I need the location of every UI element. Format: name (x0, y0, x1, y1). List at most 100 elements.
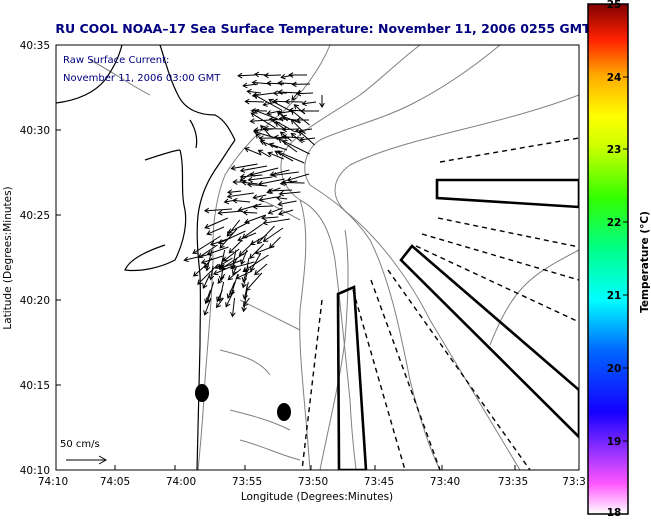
current-vector-arrow (216, 289, 223, 303)
current-vector-arrow (217, 209, 243, 216)
colorbar-tick-label: 20 (607, 363, 622, 375)
coastline (56, 45, 236, 470)
current-vector-arrow (217, 230, 246, 245)
current-vector-arrow (291, 81, 311, 88)
bathymetry-contours (89, 45, 579, 470)
current-vector-arrow (290, 109, 310, 126)
current-vector-arrow (183, 253, 211, 263)
current-vector-arrow (263, 125, 287, 132)
current-vector-arrow (262, 227, 284, 242)
current-vector-arrow (267, 207, 283, 215)
colorbar-label: Temperature (°C) (639, 211, 651, 313)
current-vector-arrow (218, 257, 225, 271)
y-tick-label: 40:10 (20, 465, 50, 477)
current-vector-arrow (237, 72, 256, 79)
current-vector-arrow (252, 203, 273, 210)
current-vector-arrow (253, 94, 282, 111)
current-vector-arrow (208, 265, 215, 281)
current-vector-arrow (206, 226, 225, 236)
y-axis: 40:35 40:30 40:25 40:20 40:15 40:10 Lati… (2, 40, 61, 477)
colorbar-tick-label: 25 (607, 0, 622, 11)
current-vector-arrow (244, 98, 265, 105)
current-vector-arrow (241, 273, 248, 289)
scale-arrow (66, 455, 108, 465)
current-vector-arrow (271, 118, 296, 133)
current-vector-arrow (260, 124, 272, 138)
current-vector-arrow (226, 192, 254, 199)
map-area: Raw Surface Current: November 11, 2006 0… (56, 45, 579, 470)
current-vector-arrow (277, 89, 301, 95)
y-tick-label: 40:15 (20, 380, 50, 392)
current-vector-arrow (277, 209, 294, 216)
x-tick-label: 73:40 (430, 476, 460, 488)
x-tick-label: 73:3 (562, 476, 586, 488)
current-vector-arrow (246, 181, 268, 188)
plot-frame (55, 44, 580, 471)
current-vector-arrow (242, 281, 249, 300)
current-vector-arrow (261, 215, 279, 221)
current-vector-arrow (209, 237, 231, 247)
current-vector-arrow (281, 179, 305, 186)
current-vector-arrow (217, 273, 226, 284)
current-vector-arrow (277, 150, 305, 164)
current-vector-arrow (267, 188, 293, 194)
current-vector-arrow (228, 239, 243, 254)
colorbar-gradient (587, 3, 629, 515)
colorbar-tick-label: 22 (607, 217, 622, 229)
current-vector-arrow (255, 133, 267, 147)
current-vector-arrow (288, 72, 308, 78)
current-vector-arrow (230, 257, 238, 270)
x-tick-label: 74:05 (100, 476, 130, 488)
radar-sector-outlines (336, 178, 579, 470)
current-vector-arrow (244, 214, 266, 224)
current-vector-arrow (231, 265, 238, 276)
current-vector-arrow (268, 142, 288, 151)
current-vector-arrow (277, 200, 297, 207)
current-vector-arrow (262, 218, 290, 226)
current-vector-arrow (291, 89, 301, 101)
current-vector-arrow (225, 289, 235, 308)
y-tick-label: 40:30 (20, 125, 50, 137)
current-vector-arrow (226, 281, 236, 299)
current-vector-arrow (250, 252, 262, 272)
x-tick-label: 73:50 (298, 476, 328, 488)
current-vector-arrow (204, 217, 229, 229)
current-vector-arrow (192, 235, 221, 254)
y-tick-label: 40:35 (20, 40, 50, 52)
current-annotation-line2: November 11, 2006 03:00 GMT (63, 73, 221, 84)
x-axis-label: Longitude (Degrees:Minutes) (241, 491, 393, 503)
current-vector-arrow (239, 165, 268, 173)
current-vector-arrow (212, 266, 231, 276)
surface-current-vectors (183, 71, 325, 318)
scale-label: 50 cm/s (60, 439, 100, 450)
current-vector-arrow (278, 138, 298, 153)
current-vector-arrow (232, 197, 251, 204)
current-vector-arrow (257, 149, 271, 158)
current-vector-arrow (266, 80, 285, 87)
x-tick-label: 73:45 (364, 476, 394, 488)
current-vector-arrow (242, 209, 258, 216)
current-vector-arrow (246, 88, 262, 95)
current-vector-arrow (204, 289, 211, 305)
current-vector-arrow (203, 297, 212, 316)
current-vector-arrow (249, 118, 271, 124)
current-vector-arrow (197, 264, 218, 285)
current-vector-arrow (227, 221, 250, 234)
colorbar-tick-label: 19 (607, 436, 622, 448)
current-vector-arrow (271, 171, 299, 178)
current-vector-arrow (203, 207, 232, 214)
current-annotation-line1: Raw Surface Current: (63, 55, 169, 66)
current-vector-arrow (241, 289, 248, 313)
current-vector-arrow (275, 195, 288, 201)
current-vector-arrow (215, 297, 224, 309)
current-vector-arrow (204, 257, 213, 269)
current-vector-arrow (267, 151, 284, 160)
current-vector-arrow (197, 244, 218, 258)
current-vector-arrow (250, 112, 276, 129)
x-axis: 74:10 74:05 74:00 73:55 73:50 73:45 73:4… (38, 465, 586, 503)
current-vector-arrow (279, 131, 292, 142)
current-vector-arrow (294, 127, 313, 134)
current-vector-arrow (263, 72, 282, 79)
x-tick-label: 74:00 (166, 476, 196, 488)
